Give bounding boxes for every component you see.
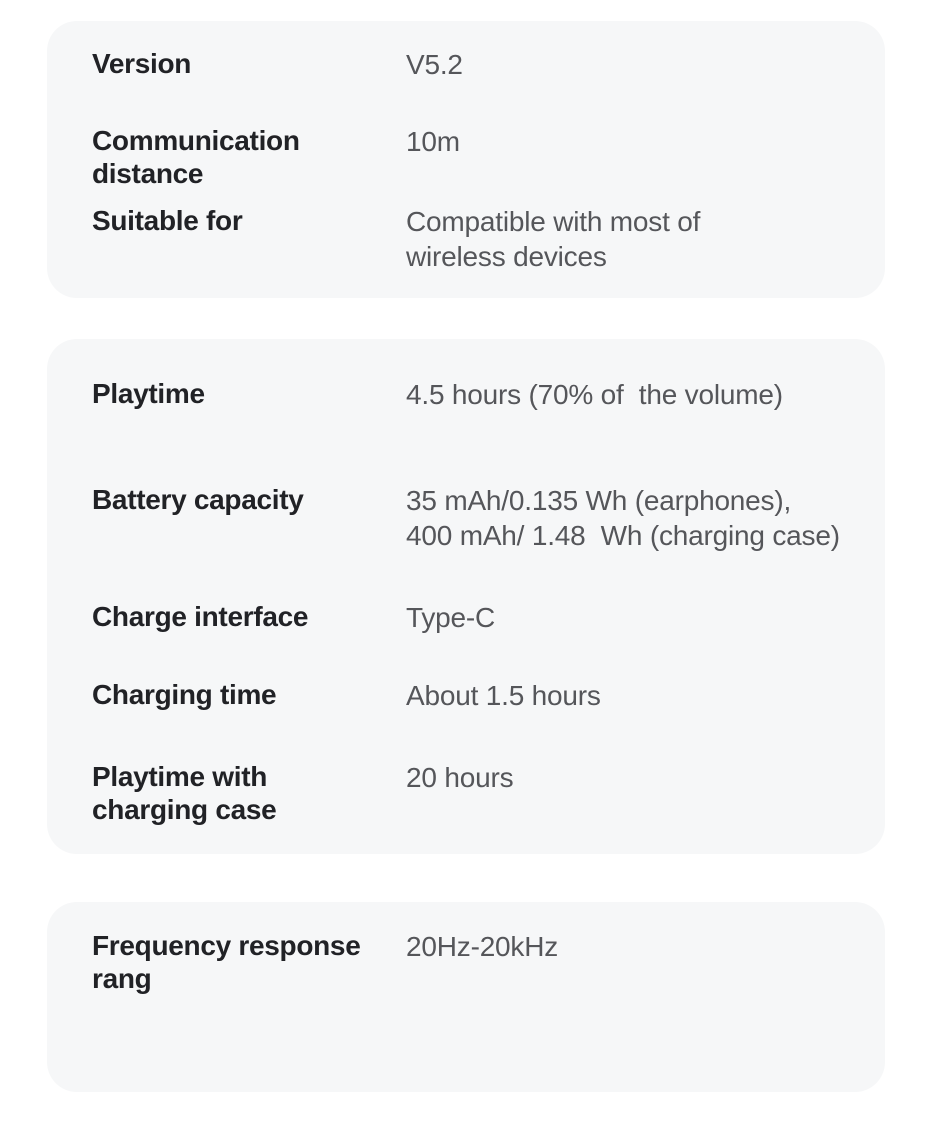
spec-value: Compatible with most of wireless devices bbox=[406, 206, 701, 272]
spec-label: Frequency response rang bbox=[92, 930, 361, 994]
spec-label: Version bbox=[92, 48, 192, 79]
spec-label: Charging time bbox=[92, 679, 277, 710]
spec-row-version: Version V5.2 bbox=[92, 47, 879, 82]
spec-label: Suitable for bbox=[92, 205, 243, 236]
spec-value: 35 mAh/0.135 Wh (earphones), 400 mAh/ 1.… bbox=[406, 485, 840, 551]
spec-row-battery-capacity: Battery capacity 35 mAh/0.135 Wh (earpho… bbox=[92, 483, 879, 553]
spec-card-battery: Playtime 4.5 hours (70% of the volume) B… bbox=[47, 339, 885, 854]
spec-card-connectivity: Version V5.2 Communication distance 10m … bbox=[47, 21, 885, 298]
spec-value: Type-C bbox=[406, 602, 496, 633]
spec-row-communication-distance: Communication distance 10m bbox=[92, 124, 879, 190]
spec-row-playtime: Playtime 4.5 hours (70% of the volume) bbox=[92, 377, 879, 412]
spec-row-frequency-response-range: Frequency response rang 20Hz-20kHz bbox=[92, 929, 879, 995]
spec-label: Communication distance bbox=[92, 125, 300, 189]
spec-label: Battery capacity bbox=[92, 484, 304, 515]
spec-label: Charge interface bbox=[92, 601, 309, 632]
spec-value: 20 hours bbox=[406, 762, 514, 793]
spec-value: 10m bbox=[406, 126, 460, 157]
spec-label: Playtime bbox=[92, 378, 205, 409]
spec-value: 20Hz-20kHz bbox=[406, 931, 559, 962]
spec-value: About 1.5 hours bbox=[406, 680, 601, 711]
spec-row-charge-interface: Charge interface Type-C bbox=[92, 600, 879, 635]
spec-row-playtime-with-charging-case: Playtime with charging case 20 hours bbox=[92, 760, 879, 826]
spec-row-charging-time: Charging time About 1.5 hours bbox=[92, 678, 879, 713]
spec-value: 4.5 hours (70% of the volume) bbox=[406, 379, 783, 410]
spec-value: V5.2 bbox=[406, 49, 463, 80]
spec-label: Playtime with charging case bbox=[92, 761, 277, 825]
spec-card-audio: Frequency response rang 20Hz-20kHz bbox=[47, 902, 885, 1092]
spec-row-suitable-for: Suitable for Compatible with most of wir… bbox=[92, 204, 879, 274]
